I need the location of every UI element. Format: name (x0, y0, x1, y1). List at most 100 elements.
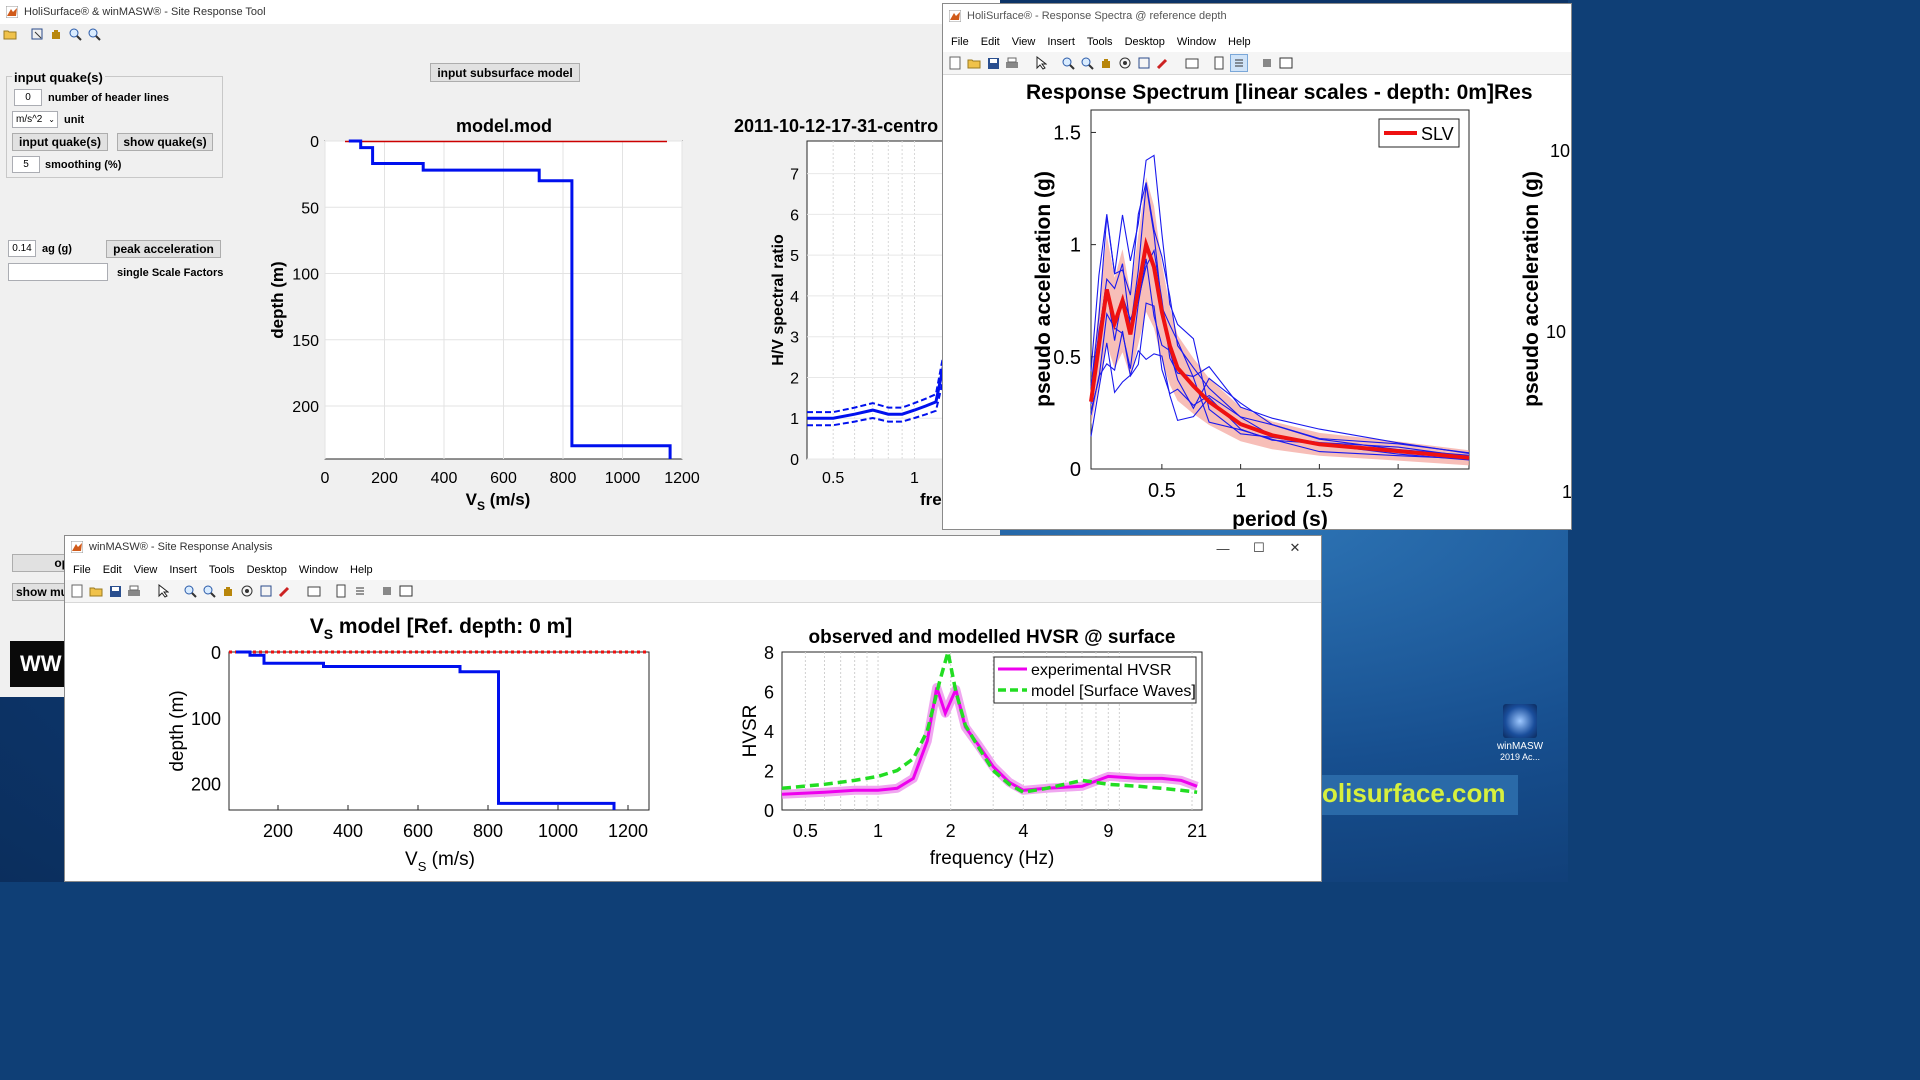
right-tick-2: 10 (1546, 322, 1566, 342)
zoom-out-icon[interactable] (86, 26, 102, 42)
menu-tools[interactable]: Tools (208, 564, 235, 576)
data-cursor-icon[interactable] (29, 26, 45, 42)
open-icon[interactable] (88, 583, 104, 599)
pointer-icon[interactable] (1033, 55, 1049, 71)
print-icon[interactable] (1004, 55, 1020, 71)
save-icon[interactable] (107, 583, 123, 599)
scale-factors-field[interactable] (8, 263, 108, 281)
model-plot-title: model.mod (456, 116, 552, 136)
smoothing-field[interactable]: 5 (12, 156, 40, 173)
menu-insert[interactable]: Insert (169, 564, 197, 576)
zoom-in-icon[interactable] (67, 26, 83, 42)
pointer-icon[interactable] (155, 583, 171, 599)
header-lines-field[interactable]: 0 (14, 89, 42, 106)
input-subsurface-button[interactable]: input subsurface model (430, 63, 580, 82)
spectra-titlebar: HoliSurface® - Response Spectra @ refere… (943, 4, 1571, 28)
hvsr-xtick-label: 2 (946, 821, 956, 841)
vs-ytick-label: 100 (191, 709, 221, 729)
hvsr-ytick-label: 8 (764, 643, 774, 663)
model-ytick-label: 100 (292, 267, 319, 284)
pan-hand-icon[interactable] (1098, 55, 1114, 71)
colorbar-icon[interactable] (1211, 55, 1227, 71)
hv-ytick-label: 1 (790, 411, 799, 428)
op-button[interactable]: op (12, 554, 72, 572)
zoom-in-icon[interactable] (1060, 55, 1076, 71)
right-tick-1: 10 (1550, 141, 1570, 161)
pan-hand-icon[interactable] (48, 26, 64, 42)
show-quakes-button[interactable]: show quake(s) (117, 133, 213, 151)
model-plot-xlabel: VS (m/s) (466, 490, 531, 513)
menu-desktop[interactable]: Desktop (246, 564, 287, 576)
hide-tools-icon[interactable] (379, 583, 395, 599)
legend-icon[interactable] (352, 583, 368, 599)
menu-help[interactable]: Help (1228, 36, 1251, 48)
hvsr-plot: observed and modelled HVSR @ surface 0.5… (740, 627, 1207, 869)
menu-view[interactable]: View (1011, 36, 1036, 48)
menu-file[interactable]: File (73, 564, 91, 576)
menu-edit[interactable]: Edit (102, 564, 122, 576)
link-icon[interactable] (1184, 55, 1200, 71)
model-xtick-label: 400 (431, 470, 458, 487)
ag-label: ag (g) (42, 243, 72, 255)
save-icon[interactable] (985, 55, 1001, 71)
hvsr-model-curve (781, 651, 1198, 795)
open-icon[interactable] (966, 55, 982, 71)
hide-tools-icon[interactable] (1259, 55, 1275, 71)
dock-icon[interactable] (398, 583, 414, 599)
spectra-window-title: HoliSurface® - Response Spectra @ refere… (967, 10, 1227, 22)
new-figure-icon[interactable] (947, 55, 963, 71)
unit-select[interactable]: m/s^2 ⌄ (12, 111, 58, 128)
close-button[interactable]: ✕ (1289, 540, 1301, 555)
hv-ytick-label: 5 (790, 248, 799, 265)
model-xtick-label: 800 (550, 470, 577, 487)
pan-hand-icon[interactable] (220, 583, 236, 599)
input-quakes-button[interactable]: input quake(s) (12, 133, 108, 151)
model-ytick-label: 0 (310, 134, 319, 151)
print-icon[interactable] (126, 583, 142, 599)
hvsr-plot-xlabel: frequency (Hz) (930, 848, 1055, 869)
zoom-out-icon[interactable] (201, 583, 217, 599)
brush-icon[interactable] (1155, 55, 1171, 71)
menu-insert[interactable]: Insert (1047, 36, 1075, 48)
zoom-out-icon[interactable] (1079, 55, 1095, 71)
menu-tools[interactable]: Tools (1086, 36, 1113, 48)
hv-plot-title: 2011-10-12-17-31-centro (734, 116, 938, 136)
zoom-in-icon[interactable] (182, 583, 198, 599)
menu-file[interactable]: File (951, 36, 969, 48)
menu-window[interactable]: Window (298, 564, 339, 576)
right-tick-3: 1 (1562, 482, 1572, 502)
vs-model-plot: VS model [Ref. depth: 0 m] 200 400 600 800 1… (167, 615, 650, 874)
open-folder-icon[interactable] (2, 26, 18, 42)
model-xtick-label: 0 (321, 470, 330, 487)
maximize-button[interactable]: ☐ (1253, 540, 1265, 555)
menu-desktop[interactable]: Desktop (1124, 36, 1165, 48)
data-cursor-icon[interactable] (258, 583, 274, 599)
vs-xtick-label: 1000 (538, 821, 578, 841)
dock-icon[interactable] (1278, 55, 1294, 71)
ag-field[interactable]: 0.14 (8, 240, 36, 257)
new-figure-icon[interactable] (69, 583, 85, 599)
matlab-icon (71, 541, 83, 553)
menu-edit[interactable]: Edit (980, 36, 1000, 48)
brush-icon[interactable] (277, 583, 293, 599)
peak-acceleration-button[interactable]: peak acceleration (106, 240, 221, 258)
data-cursor-icon[interactable] (1136, 55, 1152, 71)
minimize-button[interactable]: — (1216, 540, 1230, 556)
rotate-icon[interactable] (239, 583, 255, 599)
link-icon[interactable] (306, 583, 322, 599)
menu-window[interactable]: Window (1176, 36, 1217, 48)
spectrum-xlabel: period (s) (1232, 508, 1328, 530)
vs-plot-ylabel: depth (m) (167, 690, 188, 771)
legend-icon[interactable] (1230, 54, 1248, 72)
model-ytick-label: 200 (292, 399, 319, 416)
desktop-icon-label-2: 2019 Ac... (1499, 752, 1541, 762)
rotate-icon[interactable] (1117, 55, 1133, 71)
vs-ytick-label: 0 (211, 643, 221, 663)
spectra-window: HoliSurface® - Response Spectra @ refere… (942, 3, 1572, 530)
menu-view[interactable]: View (133, 564, 158, 576)
desktop-icon-winmasw[interactable]: winMASW 2019 Ac... (1495, 700, 1545, 770)
menu-help[interactable]: Help (350, 564, 373, 576)
colorbar-icon[interactable] (333, 583, 349, 599)
show-mu-button[interactable]: show mu (12, 583, 72, 601)
website-banner (1320, 775, 1518, 815)
